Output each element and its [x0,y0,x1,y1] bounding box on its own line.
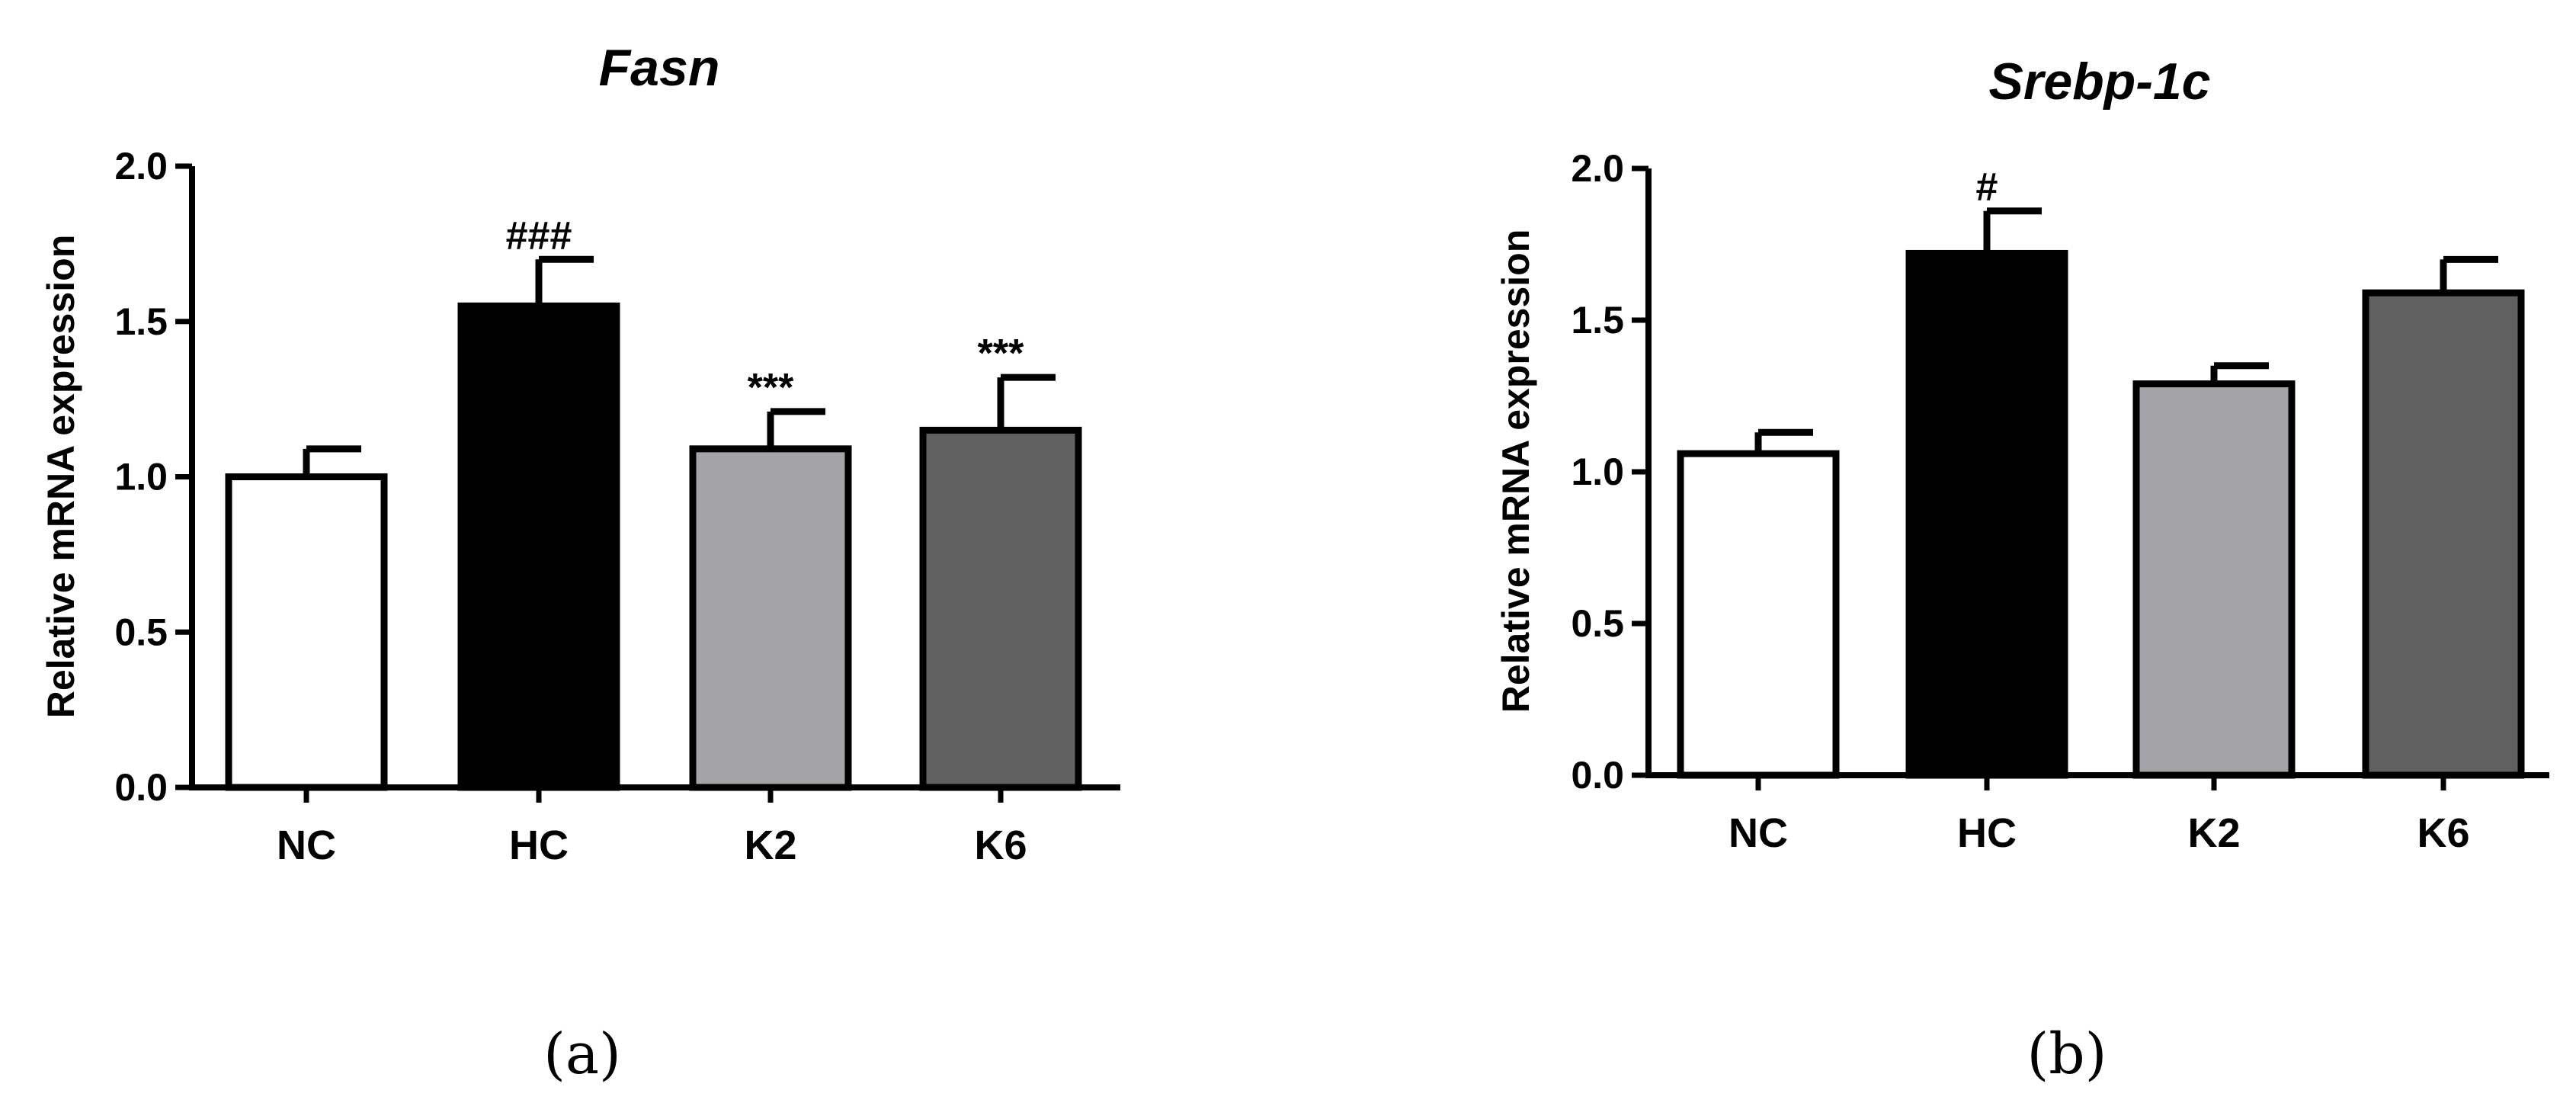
y-tick-label: 0.0 [1571,754,1624,797]
bar-nc [225,473,388,791]
x-tick-label-hc: HC [1957,810,2017,856]
chart-fasn: Fasn Relative mRNA expression ### *** *** 0.0… [40,39,1120,868]
bar-k2 [689,445,852,791]
panel-label-a: (a) [543,1021,621,1087]
chart-title: Fasn [599,39,720,97]
bar-k6 [919,426,1082,791]
bar-k6 [2362,289,2525,779]
x-tick-label-k2: K2 [744,822,796,868]
bar-k2 [2132,380,2296,779]
chart-title: Srebp-1c [1989,53,2211,111]
significance-label: *** [748,366,794,410]
y-tick-label: 0.0 [114,766,168,809]
significance-label: *** [978,332,1024,376]
y-tick-label: 2.0 [114,145,168,188]
x-tick-label-k2: K2 [2187,810,2240,856]
bar-nc [1677,450,1840,779]
y-axis-label: Relative mRNA expression [40,235,82,719]
y-tick-label: 1.5 [114,300,168,343]
x-tick-label-nc: NC [1729,810,1788,856]
chart-srebp-1c: Srebp-1c Relative mRNA expression #0.0 0.5 1… [1495,53,2549,856]
panel-label-b: (b) [2027,1021,2107,1087]
bar-hc [1905,249,2068,779]
y-tick-label: 1.0 [114,456,168,499]
significance-label: ### [506,213,572,258]
x-tick-label-hc: HC [509,822,569,868]
y-tick-label: 0.5 [1571,602,1624,645]
y-tick-label: 1.0 [1571,450,1624,493]
bar-hc [457,302,620,791]
x-tick-label-nc: NC [277,822,336,868]
y-tick-label: 2.0 [1571,147,1624,190]
x-tick-label-k6: K6 [2417,810,2469,856]
y-tick-label: 0.5 [114,611,168,653]
x-tick-label-k6: K6 [974,822,1027,868]
y-tick-label: 1.5 [1571,299,1624,341]
significance-label: # [1976,165,1998,210]
y-axis-label: Relative mRNA expression [1495,229,1537,713]
